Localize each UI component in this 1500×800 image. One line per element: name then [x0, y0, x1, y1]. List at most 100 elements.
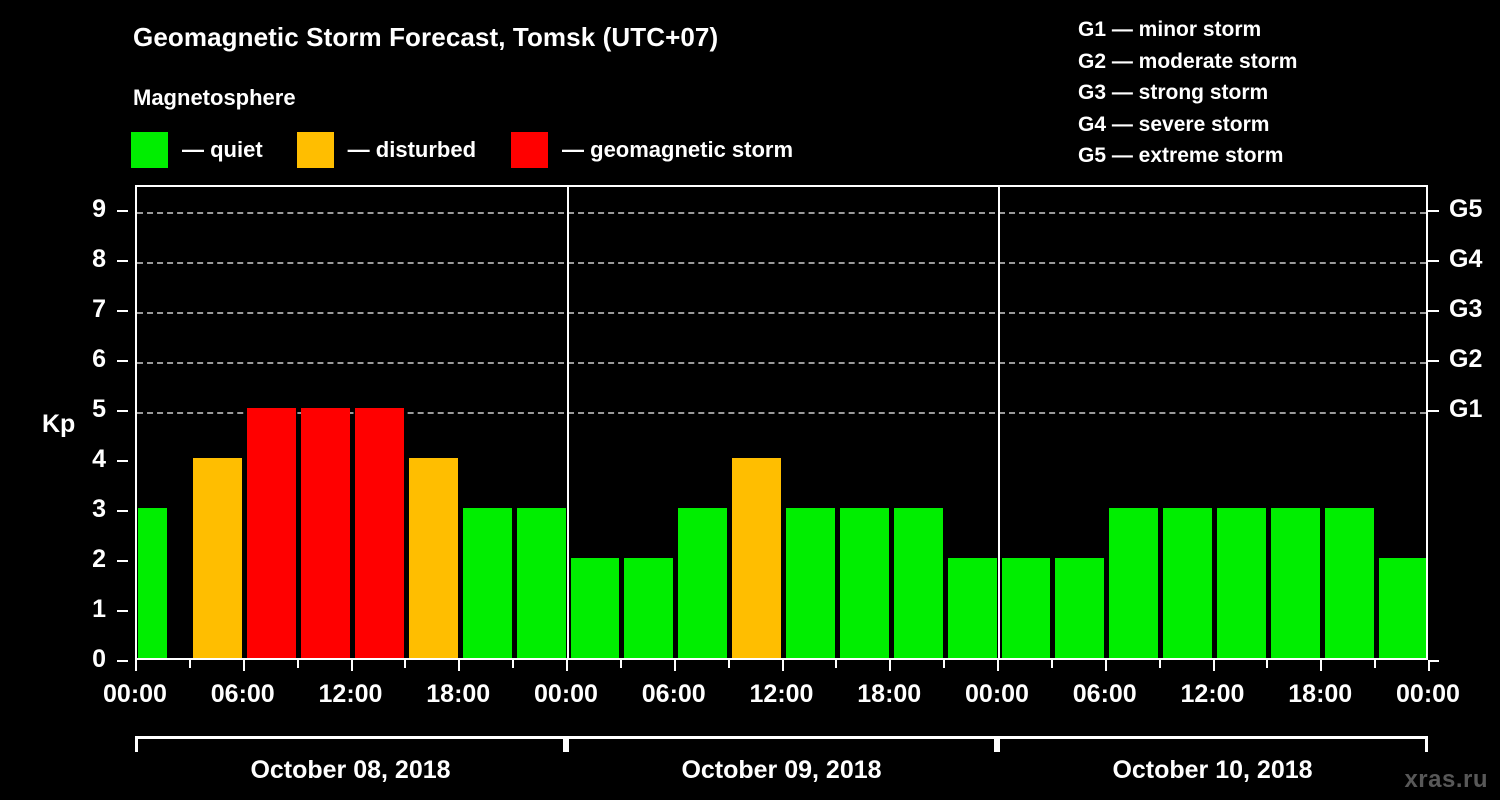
y-tick-mark-3: [117, 510, 128, 512]
day-axis: October 08, 2018 October 09, 2018 October …: [0, 736, 1500, 798]
y-tick-label-3: 3: [92, 495, 106, 523]
day-label: October 08, 2018: [250, 756, 451, 784]
g-scale-legend: G1 — minor storm G2 — moderate storm G3 — …: [1078, 14, 1297, 172]
x-tick-label: 12:00: [749, 680, 814, 708]
y-tick-label-6: 6: [92, 345, 106, 373]
g-tick-mark-base: [1428, 660, 1439, 662]
x-tick-mark: [1212, 660, 1215, 671]
legend-label-quiet: — quiet: [182, 137, 263, 162]
g-scale-line-3: G3 — strong storm: [1078, 81, 1269, 104]
y-tick-label-4: 4: [92, 445, 106, 473]
x-tick-mark: [997, 660, 999, 671]
g-tick-mark-G4: [1428, 260, 1439, 262]
x-tick-label: 00:00: [1396, 680, 1460, 708]
g-tick-mark-G3: [1428, 310, 1439, 312]
x-tick-label: 12:00: [318, 680, 383, 708]
x-minor-tick: [727, 660, 730, 668]
bar: [301, 408, 350, 658]
x-tick-label: 12:00: [1180, 680, 1245, 708]
x-minor-tick: [1374, 660, 1377, 668]
x-tick-label: 18:00: [1288, 680, 1353, 708]
day-bracket: [997, 736, 1428, 752]
grid-layer: [137, 187, 1426, 658]
x-tick-mark: [673, 660, 676, 671]
g-scale-axis: G1 G2 G3 G4 G5: [1428, 185, 1498, 662]
bar: [516, 508, 566, 658]
y-tick-mark-9: [117, 210, 128, 212]
day-bracket: [135, 736, 566, 752]
x-tick-label: 18:00: [426, 680, 491, 708]
bar: [893, 508, 943, 658]
gridline-kp-6: [137, 362, 1426, 364]
color-legend: — quiet — disturbed — geomagnetic storm: [131, 131, 793, 169]
day-separator-layer: [137, 187, 1426, 658]
bar: [624, 558, 674, 658]
x-tick-label: 06:00: [641, 680, 706, 708]
x-tick-mark: [781, 660, 784, 671]
day-separator: [998, 187, 1000, 658]
y-tick-mark-5: [117, 410, 128, 412]
g-tick-mark-G1: [1428, 410, 1439, 412]
x-tick-label: 00:00: [103, 680, 167, 708]
bar: [247, 408, 297, 658]
y-axis-title: Kp: [42, 410, 76, 438]
y-tick-label-7: 7: [92, 295, 106, 323]
g-scale-line-2: G2 — moderate storm: [1078, 49, 1298, 73]
watermark: xras.ru: [1404, 766, 1488, 793]
y-tick-label-2: 2: [92, 545, 106, 573]
x-minor-tick: [296, 660, 299, 668]
legend-swatch-storm: [511, 132, 549, 168]
g-tick-label-G1: G1: [1449, 395, 1483, 423]
y-tick-mark-8: [117, 260, 128, 262]
bar: [1378, 558, 1426, 658]
g-tick-label-G4: G4: [1449, 245, 1483, 273]
gridline-kp-9: [137, 212, 1426, 214]
x-axis: 00:00 06:00 12:00 18:00 00:00 06:00 12:00 18:00…: [0, 660, 1500, 720]
x-tick-mark: [242, 660, 245, 671]
x-tick-mark: [1320, 660, 1323, 671]
y-tick-mark-4: [117, 460, 128, 462]
day-separator: [567, 187, 569, 658]
g-scale-line-4: G4 — severe storm: [1078, 112, 1270, 136]
legend-swatch-quiet: [131, 132, 168, 168]
x-minor-tick: [835, 660, 838, 668]
y-tick-mark-0: [117, 660, 128, 662]
bar: [138, 508, 168, 658]
legend-swatch-disturbed: [296, 132, 334, 168]
y-tick-label-9: 9: [92, 195, 106, 223]
y-tick-mark-2: [117, 560, 128, 562]
g-tick-label-G2: G2: [1449, 345, 1483, 373]
bar: [786, 508, 835, 658]
legend-item-disturbed: — disturbed: [296, 131, 476, 169]
y-tick-mark-7: [117, 310, 128, 312]
day-label: October 09, 2018: [681, 756, 882, 784]
plot-area: [135, 185, 1428, 660]
chart-subtitle: Magnetosphere: [133, 85, 296, 110]
g-tick-mark-G5: [1428, 210, 1439, 212]
gridline-kp-5: [137, 412, 1426, 414]
bar: [1270, 508, 1320, 658]
x-tick-label: 00:00: [534, 680, 598, 708]
bar: [678, 508, 728, 658]
bar: [947, 558, 997, 658]
x-minor-tick: [1266, 660, 1269, 668]
bar: [839, 508, 889, 658]
x-tick-mark: [1428, 660, 1430, 671]
y-tick-label-0: 0: [92, 645, 106, 673]
y-tick-label-1: 1: [92, 595, 106, 623]
x-tick-label: 00:00: [965, 680, 1029, 708]
bar: [570, 558, 620, 658]
y-tick-label-5: 5: [92, 395, 106, 423]
bar: [1001, 558, 1051, 658]
g-tick-label-G5: G5: [1449, 195, 1483, 223]
x-tick-label: 06:00: [1072, 680, 1137, 708]
x-tick-mark: [135, 660, 137, 671]
legend-item-storm: — geomagnetic storm: [511, 131, 793, 169]
g-tick-mark-G2: [1428, 360, 1439, 362]
x-tick-mark: [350, 660, 353, 671]
bar: [1217, 508, 1266, 658]
bar: [355, 408, 404, 658]
day-label: October 10, 2018: [1112, 756, 1313, 784]
gridline-kp-7: [137, 312, 1426, 314]
bar: [1055, 558, 1105, 658]
